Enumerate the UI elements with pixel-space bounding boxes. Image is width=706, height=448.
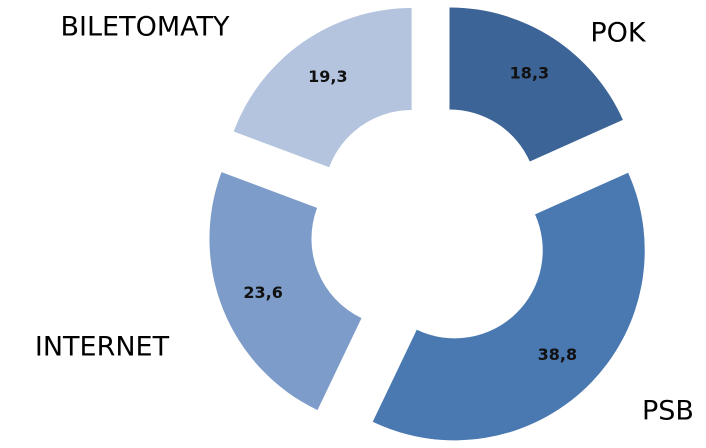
donut-segment xyxy=(449,7,623,162)
data-label: 23,6 xyxy=(243,283,282,302)
donut-segment xyxy=(233,8,412,168)
donut-segment xyxy=(209,172,362,411)
data-label: 18,3 xyxy=(510,64,549,83)
data-label: 38,8 xyxy=(538,345,577,364)
category-label: BILETOMATY xyxy=(61,12,230,43)
data-label: 19,3 xyxy=(308,67,347,86)
category-label: PSB xyxy=(642,396,694,427)
donut-segment xyxy=(372,172,645,441)
category-label: INTERNET xyxy=(35,332,170,363)
category-label: POK xyxy=(590,18,647,49)
